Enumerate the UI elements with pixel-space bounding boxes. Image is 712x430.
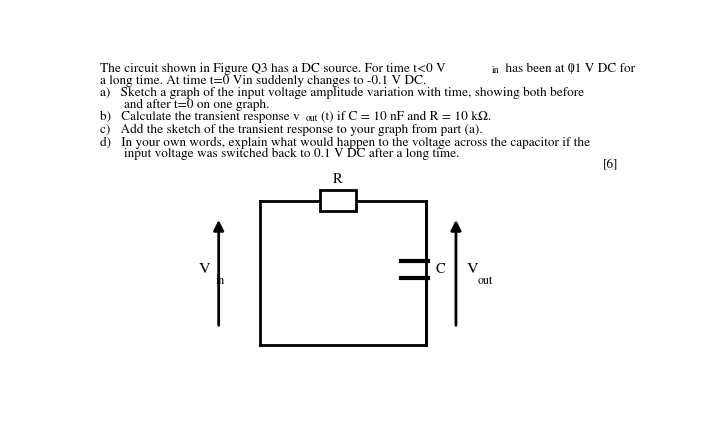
Text: out: out — [306, 114, 318, 123]
Text: d)   In your own words, explain what would happen to the voltage across the capa: d) In your own words, explain what would… — [100, 136, 590, 149]
Text: and after t=0 on one graph.: and after t=0 on one graph. — [124, 98, 269, 111]
Text: in: in — [492, 66, 499, 76]
Text: c)   Add the sketch of the transient response to your graph from part (a).: c) Add the sketch of the transient respo… — [100, 124, 483, 136]
Text: input voltage was switched back to 0.1 V DC after a long time.: input voltage was switched back to 0.1 V… — [124, 148, 459, 160]
Text: V: V — [199, 263, 211, 276]
Text: has been at 0⃒1 V DC for: has been at 0⃒1 V DC for — [502, 63, 634, 75]
Text: C: C — [436, 263, 445, 276]
Text: V: V — [467, 263, 478, 276]
Text: b)   Calculate the transient response v: b) Calculate the transient response v — [100, 111, 300, 123]
Text: in: in — [216, 275, 225, 287]
Bar — [320, 190, 356, 212]
Text: The circuit shown in Figure Q3 has a DC source. For time t<0 V: The circuit shown in Figure Q3 has a DC … — [100, 63, 446, 75]
Text: a long time. At time t=0 Vin suddenly changes to -0.1 V DC.: a long time. At time t=0 Vin suddenly ch… — [100, 75, 426, 87]
Text: [6]: [6] — [603, 160, 619, 172]
Text: (t) if C = 10 nF and R = 10 kΩ.: (t) if C = 10 nF and R = 10 kΩ. — [321, 111, 491, 123]
Text: R: R — [333, 172, 342, 186]
Text: a)   Sketch a graph of the input voltage amplitude variation with time, showing : a) Sketch a graph of the input voltage a… — [100, 87, 584, 99]
Text: out: out — [478, 275, 493, 287]
